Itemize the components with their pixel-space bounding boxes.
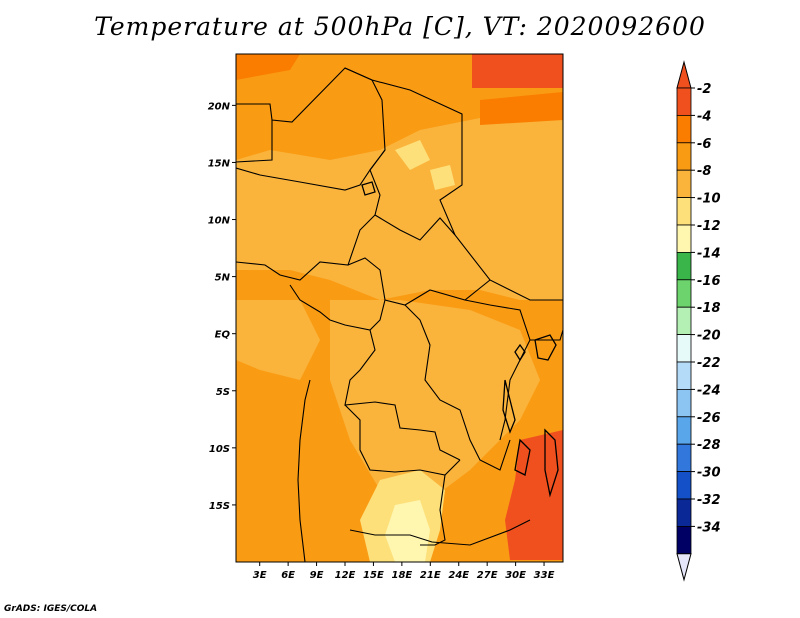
colorbar-over-triangle [676,60,692,89]
colorbar-label: -18 [697,301,721,316]
temperature-field [236,54,563,562]
colorbar-swatch [676,224,692,253]
colorbar-swatch [676,388,692,418]
field-warm-northeast [472,54,563,88]
grads-credit: GrADS: IGES/COLA [4,604,98,614]
colorbar-label: -20 [697,329,721,344]
colorbar-swatch [676,306,692,336]
x-tick-label: 6E [281,570,295,581]
field-cool-north-1 [395,140,430,170]
x-tick-label: 12E [335,570,356,581]
field-coldest-south [385,500,430,562]
colorbar-swatch [676,526,692,555]
colorbar-label: -22 [697,356,721,371]
country-borders [236,67,563,562]
colorbar-label: -16 [697,274,721,289]
colorbar-swatch [676,87,692,116]
map-frame [235,53,564,563]
colorbar-swatch [676,169,692,198]
field-warm-northwest [236,54,300,80]
colorbar-swatch [676,416,692,445]
colorbar-swatch [676,361,692,390]
field-cool-north-2 [430,165,455,190]
colorbar: -2 -4 -6 -8 -10 -12 -14 -16 -18 -20 -22 -24 -26 -28 -3… [676,60,721,582]
colorbar-label: -8 [697,164,711,179]
x-tick-label: 18E [391,570,412,581]
chart-title: Temperature at 500hPa [C], VT: 202009260… [94,12,706,41]
colorbar-label: -28 [697,438,721,453]
field-warm-southeast [505,430,563,560]
colorbar-label: -24 [697,383,721,398]
colorbar-label: -14 [697,246,721,261]
colorbar-swatch [676,471,692,500]
colorbar-label: -2 [697,82,711,97]
y-tick-label: EQ [215,330,231,341]
colorbar-label: -34 [697,520,721,535]
x-tick-label: 24E [448,570,469,581]
x-tick-label: 27E [477,570,498,581]
field-warm-east-strip [480,92,563,125]
colorbar-label: -10 [697,192,721,207]
colorbar-swatch [676,443,692,473]
colorbar-label: -4 [697,109,711,124]
colorbar-label: -26 [697,411,721,426]
field-band-north [236,100,563,300]
y-tick-label: 5N [215,273,231,284]
colorbar-swatch [676,334,692,363]
colorbar-label: -30 [697,466,721,481]
lakes-outline [361,181,559,498]
field-band-central [330,300,540,500]
x-tick-label: 15E [363,570,384,581]
y-tick-label: 20N [208,101,231,112]
x-tick-label: 30E [505,570,526,581]
colorbar-swatch [676,115,692,144]
x-tick-label: 21E [420,570,441,581]
x-axis: 3E 6E 9E 12E 15E 18E 21E 24E 27E 30E 33E [253,562,555,581]
colorbar-swatch [676,142,692,171]
y-axis: 20N 15N 10N 5N EQ 5S 10S 15S [208,101,236,512]
colorbar-label: -32 [697,493,721,508]
colorbar-swatch [676,279,692,308]
y-tick-label: 10N [208,216,231,227]
colorbar-label: -6 [697,137,711,152]
y-tick-label: 15N [208,158,231,169]
x-tick-label: 3E [253,570,267,581]
y-tick-label: 5S [216,387,230,398]
x-tick-label: 33E [534,570,555,581]
y-tick-label: 10S [209,444,230,455]
colorbar-swatch [676,498,692,527]
y-tick-label: 15S [209,501,230,512]
colorbar-label: -12 [697,219,721,234]
colorbar-under-triangle [676,553,692,582]
colorbar-swatch [676,251,692,281]
x-tick-label: 9E [310,570,324,581]
colorbar-swatch [676,197,692,226]
field-band-west [236,300,320,380]
